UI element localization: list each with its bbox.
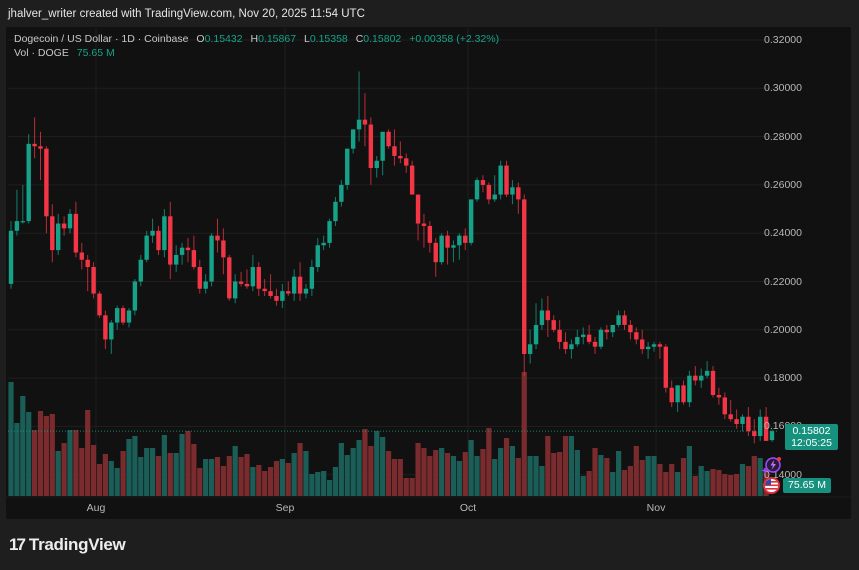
chart-legend: Dogecoin / US Dollar · 1D · Coinbase O0.…: [14, 32, 499, 60]
time-axis-label: Oct: [459, 502, 477, 514]
volume-row: Vol · DOGE 75.65 M: [14, 46, 499, 60]
last-price: 0.15802: [792, 425, 831, 437]
time-axis-label: Nov: [646, 502, 666, 514]
price-axis-label: 0.30000: [764, 82, 802, 95]
ohlc-row: Dogecoin / US Dollar · 1D · Coinbase O0.…: [14, 32, 499, 46]
volume-value: 75.65 M: [76, 47, 115, 59]
open-label: O: [196, 33, 205, 45]
symbol-title[interactable]: Dogecoin / US Dollar · 1D · Coinbase: [14, 33, 189, 45]
price-axis-label: 0.24000: [764, 227, 802, 240]
time-axis-label: Aug: [86, 502, 106, 514]
tradingview-logo[interactable]: 17 TradingView: [9, 535, 126, 555]
change-value: +0.00358 (+2.32%): [409, 33, 500, 45]
price-axis-label: 0.28000: [764, 130, 802, 143]
lightning-events-icon[interactable]: [761, 455, 782, 475]
time-axis-label: Sep: [275, 502, 295, 514]
price-axis-label: 0.20000: [764, 323, 802, 336]
last-price-tag: 0.15802 12:05:25: [785, 424, 838, 450]
us-flag-event-icon[interactable]: [763, 477, 780, 494]
open-value: 0.15432: [204, 33, 243, 45]
price-axis-label: 0.22000: [764, 275, 802, 288]
close-value: 0.15802: [363, 33, 402, 45]
price-axis-label: 0.18000: [764, 372, 802, 385]
price-axis-label: 0.26000: [764, 178, 802, 191]
low-label: L: [303, 33, 310, 45]
chart-panel[interactable]: [6, 27, 851, 519]
low-value: 0.15358: [309, 33, 348, 45]
volume-label[interactable]: Vol · DOGE: [14, 47, 69, 59]
price-axis-label: 0.32000: [764, 34, 802, 46]
bar-countdown: 12:05:25: [791, 437, 832, 449]
high-value: 0.15867: [258, 33, 297, 45]
last-volume-tag: 75.65 M: [783, 478, 831, 493]
close-label: C: [355, 33, 364, 45]
high-label: H: [250, 33, 259, 45]
attribution-text: jhalver_writer created with TradingView.…: [8, 8, 365, 20]
tradingview-mark-icon: 17: [9, 535, 26, 554]
tradingview-wordmark: TradingView: [28, 535, 126, 554]
